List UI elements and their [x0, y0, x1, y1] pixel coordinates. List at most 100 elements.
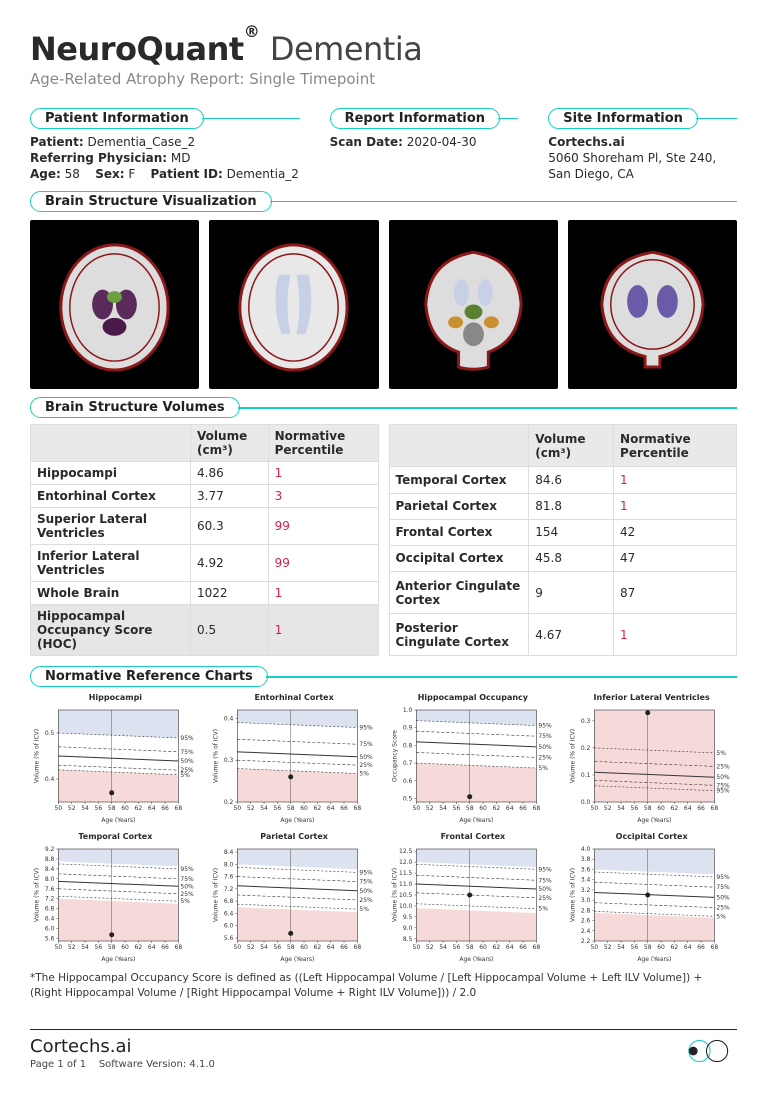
svg-text:68: 68	[711, 944, 719, 951]
svg-text:11.5: 11.5	[399, 870, 413, 877]
svg-text:Age (Years): Age (Years)	[459, 817, 493, 824]
svg-text:0.7: 0.7	[402, 760, 412, 767]
svg-text:64: 64	[505, 944, 513, 951]
svg-text:Volume (% of ICV): Volume (% of ICV)	[391, 868, 398, 922]
svg-text:50%: 50%	[180, 758, 194, 765]
info-row: Patient Information Patient: Dementia_Ca…	[30, 100, 737, 183]
svg-text:Occupancy Score: Occupancy Score	[391, 730, 398, 782]
svg-text:6.0: 6.0	[224, 923, 234, 930]
svg-text:25%: 25%	[717, 905, 731, 912]
svg-text:0.3: 0.3	[224, 757, 234, 764]
svg-text:62: 62	[313, 805, 321, 812]
svg-text:60: 60	[121, 805, 129, 812]
svg-text:6.8: 6.8	[45, 906, 55, 913]
page-subtitle: Age-Related Atrophy Report: Single Timep…	[30, 70, 737, 88]
svg-text:54: 54	[260, 805, 268, 812]
svg-text:66: 66	[697, 944, 705, 951]
page-title: NeuroQuant® Dementia	[30, 30, 737, 68]
svg-text:54: 54	[81, 944, 89, 951]
svg-text:95%: 95%	[717, 874, 731, 881]
left-table: Volume (cm³)Normative Percentile Hippoca…	[30, 424, 379, 656]
svg-text:5%: 5%	[717, 750, 727, 757]
norm-chart: Temporal Cortex95%75%50%25%5%50525456586…	[30, 832, 201, 963]
svg-text:50: 50	[591, 805, 599, 812]
svg-text:68: 68	[175, 805, 183, 812]
table-row: Entorhinal Cortex3.773	[31, 485, 379, 508]
table-row: Frontal Cortex15442	[389, 519, 737, 545]
svg-text:62: 62	[492, 944, 500, 951]
svg-text:58: 58	[108, 805, 116, 812]
table-row: Posterior Cingulate Cortex4.671	[389, 614, 737, 656]
svg-text:8.0: 8.0	[45, 876, 55, 883]
norm-chart: Occipital Cortex95%75%50%25%5%5052545658…	[566, 832, 737, 963]
svg-text:95%: 95%	[180, 866, 194, 873]
svg-text:52: 52	[247, 805, 255, 812]
svg-text:60: 60	[300, 944, 308, 951]
table-row: Anterior Cingulate Cortex987	[389, 572, 737, 614]
svg-text:75%: 75%	[538, 733, 552, 740]
charts-title: Normative Reference Charts	[30, 666, 268, 687]
svg-text:Age (Years): Age (Years)	[459, 956, 493, 963]
svg-text:12.0: 12.0	[399, 859, 413, 866]
svg-text:0.4: 0.4	[45, 776, 55, 783]
svg-text:25%: 25%	[717, 764, 731, 771]
svg-text:50: 50	[233, 944, 241, 951]
svg-text:62: 62	[135, 805, 143, 812]
svg-text:8.4: 8.4	[45, 866, 55, 873]
svg-text:50%: 50%	[538, 744, 552, 751]
svg-text:10.5: 10.5	[399, 892, 413, 899]
svg-text:2.4: 2.4	[581, 928, 591, 935]
charts-grid: Hippocampi95%75%50%25%5%5052545658606264…	[30, 693, 737, 963]
svg-text:0.2: 0.2	[224, 799, 234, 806]
svg-text:6.4: 6.4	[45, 916, 55, 923]
svg-text:3.4: 3.4	[581, 877, 591, 884]
svg-text:54: 54	[260, 944, 268, 951]
svg-text:8.5: 8.5	[402, 936, 412, 943]
svg-text:0.5: 0.5	[45, 730, 55, 737]
svg-text:6.0: 6.0	[45, 926, 55, 933]
svg-text:8.0: 8.0	[224, 862, 234, 869]
norm-chart: Hippocampi95%75%50%25%5%5052545658606264…	[30, 693, 201, 824]
svg-text:64: 64	[684, 805, 692, 812]
svg-text:3.6: 3.6	[581, 867, 591, 874]
svg-text:66: 66	[161, 805, 169, 812]
svg-text:5%: 5%	[359, 771, 369, 778]
svg-text:0.4: 0.4	[224, 716, 234, 723]
svg-text:95%: 95%	[538, 723, 552, 730]
svg-text:54: 54	[617, 944, 625, 951]
svg-text:66: 66	[340, 805, 348, 812]
svg-text:75%: 75%	[717, 783, 731, 790]
brain-images	[30, 220, 737, 389]
svg-text:75%: 75%	[180, 876, 194, 883]
svg-text:0.6: 0.6	[402, 778, 412, 785]
report-info-title: Report Information	[330, 108, 500, 129]
svg-text:62: 62	[671, 944, 679, 951]
svg-text:1.0: 1.0	[402, 707, 412, 714]
svg-text:60: 60	[657, 944, 665, 951]
norm-chart: Parietal Cortex95%75%50%25%5%50525456586…	[209, 832, 380, 963]
volumes-title: Brain Structure Volumes	[30, 397, 240, 418]
svg-text:3.2: 3.2	[581, 887, 591, 894]
svg-text:25%: 25%	[359, 897, 373, 904]
svg-text:68: 68	[175, 944, 183, 951]
svg-text:56: 56	[273, 805, 281, 812]
svg-text:58: 58	[465, 944, 473, 951]
svg-text:50%: 50%	[717, 895, 731, 902]
svg-text:2.8: 2.8	[581, 908, 591, 915]
svg-text:56: 56	[631, 944, 639, 951]
norm-chart: Hippocampal Occupancy95%75%50%25%5%50525…	[388, 693, 559, 824]
volume-tables: Volume (cm³)Normative Percentile Hippoca…	[30, 424, 737, 656]
svg-text:64: 64	[327, 944, 335, 951]
svg-text:54: 54	[81, 805, 89, 812]
svg-text:62: 62	[135, 944, 143, 951]
svg-text:52: 52	[604, 944, 612, 951]
svg-text:95%: 95%	[359, 870, 373, 877]
svg-text:0.3: 0.3	[581, 718, 591, 725]
svg-text:66: 66	[697, 805, 705, 812]
svg-text:66: 66	[161, 944, 169, 951]
svg-text:9.0: 9.0	[402, 925, 412, 932]
svg-text:7.6: 7.6	[45, 886, 55, 893]
svg-text:60: 60	[300, 805, 308, 812]
brain-coronal-2	[568, 220, 737, 389]
svg-text:9.2: 9.2	[45, 846, 55, 853]
